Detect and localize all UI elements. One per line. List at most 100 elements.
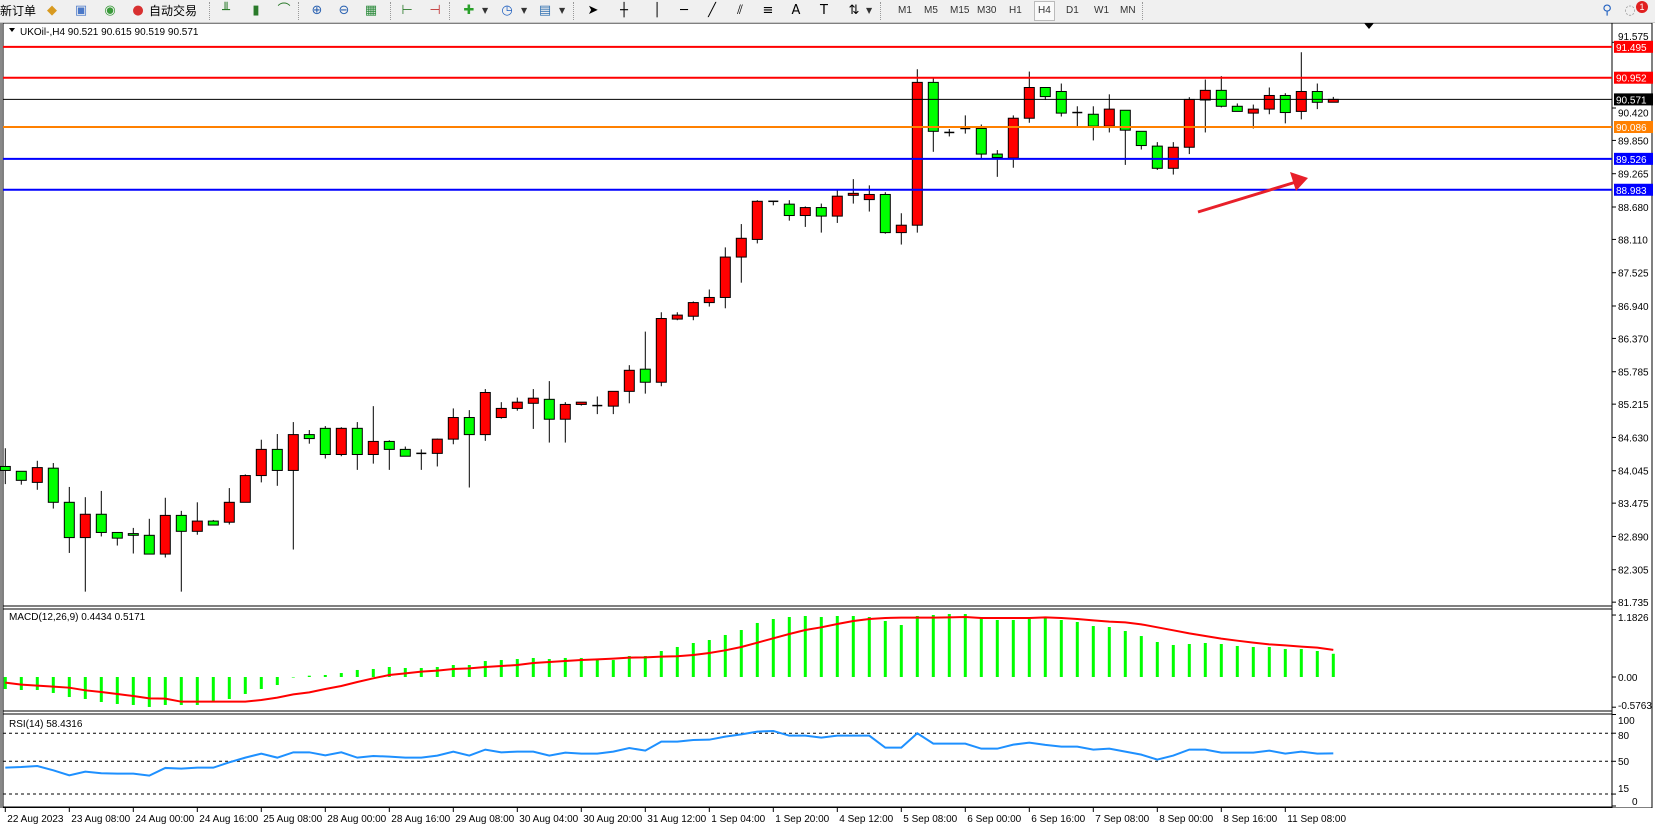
price-tick-label: 83.475 [1618,499,1649,510]
candle-body [1311,90,1323,103]
periods-icon[interactable]: ◷ [501,3,513,18]
price-tick-label: 89.850 [1618,136,1649,147]
timeframe-d1[interactable]: D1 [1066,5,1079,16]
timeframe-mn[interactable]: MN [1120,5,1136,16]
candle-body [79,513,91,539]
timeframe-m15[interactable]: M15 [950,5,970,16]
timeframe-h4[interactable]: H4 [1034,1,1055,21]
fibonacci-icon[interactable]: ≡ [762,3,774,18]
price-tick-label: 85.785 [1618,368,1649,379]
text-label-icon[interactable]: T [820,3,828,18]
expert-icon[interactable]: ◆ [47,3,57,18]
candle-body [479,391,491,436]
zoom-out-icon[interactable]: ⊖ [338,3,350,18]
timeframe-m1[interactable]: M1 [898,5,912,16]
channel-icon[interactable]: ⫽ [737,3,743,18]
candle-body [31,467,43,483]
candle-body [799,207,811,217]
time-label: 8 Sep 16:00 [1223,814,1277,825]
candle-body [63,501,75,539]
candle-body [815,207,827,217]
rsi-tick-label: 100 [1618,716,1635,727]
annotation-arrow-line[interactable] [1197,180,1297,214]
candle-body [383,440,395,450]
candle-body [559,403,571,420]
timeframe-m5[interactable]: M5 [924,5,938,16]
time-label: 31 Aug 12:00 [647,814,706,825]
candle-body [159,514,171,555]
time-label: 6 Sep 16:00 [1031,814,1085,825]
templates-icon[interactable]: ▤ [538,3,552,18]
time-label: 6 Sep 00:00 [967,814,1021,825]
price-tick-label: 85.215 [1618,400,1649,411]
time-axis [0,808,1655,831]
indicators-icon[interactable]: ✚ [463,3,475,18]
tile-windows-icon[interactable]: ▦ [364,3,378,18]
price-tick-label: 89.265 [1618,170,1649,181]
chevron-down-icon[interactable]: ▼ [559,6,566,15]
text-icon[interactable]: A [791,3,801,18]
candle-body [543,398,555,420]
time-label: 28 Aug 16:00 [391,814,450,825]
candle-body [511,401,523,409]
crosshair-icon[interactable]: ┼ [620,3,628,18]
signal-icon[interactable]: ◉ [104,3,116,18]
candle-body [991,153,1003,158]
candlestick-icon[interactable]: ▮ [252,3,260,18]
candle-body [1055,90,1067,114]
macd-tick-label: 0.00 [1618,673,1638,684]
candle-body [127,533,139,536]
new-order-button[interactable]: 新订单 [0,4,37,18]
level-price-label: 90.952 [1616,74,1647,85]
rsi-tick-label: 50 [1618,757,1630,768]
time-label: 30 Aug 04:00 [519,814,578,825]
account-icon[interactable]: ▣ [74,3,88,18]
time-label: 24 Aug 16:00 [199,814,258,825]
chevron-down-icon[interactable]: ▼ [521,6,528,15]
candle-body [335,427,347,456]
vertical-line-icon[interactable]: │ [653,3,661,18]
trendline-icon[interactable]: ╱ [708,3,716,18]
line-chart-icon[interactable]: ⌒ [277,3,291,18]
price-tick-label: 81.735 [1618,598,1649,609]
time-label: 4 Sep 12:00 [839,814,893,825]
timeframe-h1[interactable]: H1 [1009,5,1022,16]
chevron-down-icon[interactable]: ▼ [482,6,489,15]
candle-body [0,465,11,471]
candle-body [783,203,795,217]
autoscroll-icon[interactable]: ⊣ [429,3,441,18]
horizontal-line-icon[interactable]: ─ [680,3,688,18]
notifications-icon[interactable]: ◌ [1624,3,1636,18]
candle-body [47,467,59,503]
arrows-icon[interactable]: ⇅ [848,3,860,18]
collapse-icon[interactable] [9,28,15,32]
timeframe-w1[interactable]: W1 [1094,5,1109,16]
zoom-in-icon[interactable]: ⊕ [311,3,323,18]
level-price-tag [1614,152,1653,165]
level-price-tag [1614,71,1653,84]
chart-shift-icon[interactable]: ⊢ [401,3,413,18]
separator [209,2,212,20]
bar-chart-icon[interactable]: ╨ [222,3,230,18]
candle-body [623,369,635,392]
cursor-icon[interactable]: ➤ [587,3,599,18]
candle-body [911,81,923,226]
price-tick-label: 82.305 [1618,566,1649,577]
candle-body [95,513,107,533]
auto-trading-button[interactable]: 自动交易 [149,4,198,18]
time-label: 28 Aug 00:00 [327,814,386,825]
price-tick-label: 88.110 [1618,235,1648,246]
time-label: 8 Sep 00:00 [1159,814,1213,825]
candle-body [1007,117,1019,159]
timeframe-m30[interactable]: M30 [977,5,997,16]
candle-body [847,192,859,196]
chart-shift-marker[interactable] [1364,23,1374,29]
level-price-label: 90.086 [1616,123,1647,134]
auto-trading-icon[interactable]: ● [132,3,144,18]
candle-body [175,514,187,532]
chevron-down-icon[interactable]: ▼ [866,6,873,15]
candle-body [1247,108,1259,114]
search-icon[interactable]: ⚲ [1602,3,1612,18]
level-price-label: 90.571 [1616,95,1647,106]
